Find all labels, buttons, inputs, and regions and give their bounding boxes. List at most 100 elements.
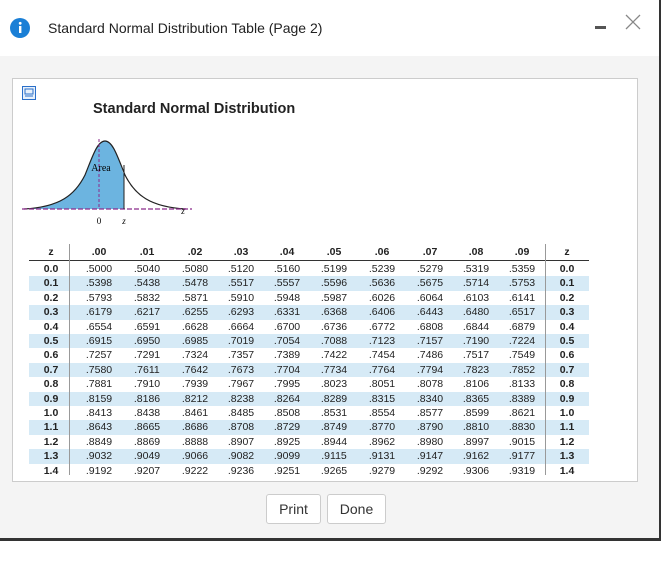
cell-value: .6844: [462, 320, 490, 333]
row-z: 1.0: [43, 407, 59, 419]
cell-value: .7580: [85, 363, 113, 376]
row-z: 0.6: [43, 349, 59, 362]
cell-value: .6217: [133, 306, 161, 319]
cell-value: .7704: [273, 363, 301, 376]
cell-value: .5517: [227, 277, 255, 290]
dialog-title: Standard Normal Distribution Table (Page…: [48, 20, 323, 36]
figure-icon[interactable]: [22, 86, 36, 100]
cell-value: .9251: [273, 464, 301, 475]
cell-value: .6915: [85, 335, 113, 347]
col-rule: [69, 244, 70, 475]
cell-value: .7123: [368, 335, 396, 347]
cell-value: .8554: [368, 407, 396, 419]
cell-value: .8461: [181, 407, 209, 419]
cell-value: .6808: [416, 320, 444, 333]
cell-value: .7357: [227, 349, 255, 362]
row-shade: [29, 305, 589, 320]
cell-value: .6664: [227, 320, 255, 333]
cell-value: .5714: [462, 277, 490, 290]
cell-value: .5239: [368, 263, 396, 275]
cell-value: .5793: [85, 291, 113, 304]
row-z: 1.1: [43, 421, 59, 434]
minimize[interactable]: [595, 26, 606, 29]
cell-value: .7257: [85, 349, 113, 362]
cell-value: .6103: [462, 291, 490, 304]
cell-value: .7486: [416, 349, 444, 362]
info-icon: [10, 18, 30, 38]
column-header: .09: [514, 246, 530, 258]
cell-value: .7967: [227, 378, 255, 391]
row-z: 1.2: [43, 435, 59, 448]
row-z: 1.4: [43, 464, 59, 475]
cell-value: .9049: [133, 450, 161, 463]
row-z: 0.1: [559, 277, 575, 290]
col-rule: [545, 244, 546, 475]
cell-value: .6255: [181, 306, 209, 319]
column-header: .03: [233, 246, 249, 258]
cell-value: .8944: [320, 435, 348, 448]
row-z: 0.9: [559, 392, 575, 405]
cell-value: .7549: [508, 349, 536, 362]
area-label: Area: [91, 163, 111, 174]
cell-value: .9099: [273, 450, 301, 463]
row-z: 0.4: [559, 320, 575, 333]
cell-value: .8315: [368, 392, 396, 405]
cell-value: .7054: [273, 335, 301, 347]
cell-value: .8531: [320, 407, 348, 419]
print-button[interactable]: Print: [266, 494, 321, 524]
cell-value: .8729: [273, 421, 301, 434]
cell-value: .6026: [368, 291, 396, 304]
cell-value: .8925: [273, 435, 301, 448]
cell-value: .6293: [227, 306, 255, 319]
column-header: .02: [187, 246, 203, 258]
close[interactable]: [625, 14, 641, 30]
cell-value: .8365: [462, 392, 490, 405]
cell-value: .7190: [462, 335, 490, 347]
cell-value: .9222: [181, 464, 209, 475]
cell-value: .5319: [462, 263, 490, 275]
z-label: z: [121, 216, 126, 225]
cell-value: .7019: [227, 335, 255, 347]
cell-value: .5557: [273, 277, 301, 290]
row-z: 0.0: [559, 263, 575, 275]
cell-value: .8643: [85, 421, 113, 434]
cell-value: .7939: [181, 378, 209, 391]
cell-value: .7734: [320, 363, 348, 376]
row-z: 0.7: [559, 363, 575, 376]
column-header: .04: [279, 246, 295, 258]
window-controls: [595, 14, 641, 30]
cell-value: .5080: [181, 263, 209, 275]
row-z: 0.8: [43, 378, 59, 391]
column-header: z: [48, 246, 54, 258]
cell-value: .6950: [133, 335, 161, 347]
cell-value: .8051: [368, 378, 396, 391]
cell-value: .8621: [508, 407, 536, 419]
cell-value: .7611: [134, 363, 160, 376]
cell-value: .9192: [85, 464, 113, 475]
cell-value: .9032: [85, 450, 113, 463]
row-z: 1.3: [43, 450, 59, 463]
cell-value: .6554: [85, 320, 113, 333]
origin-label: 0: [97, 216, 102, 225]
cell-value: .8159: [85, 392, 113, 405]
cell-value: .9066: [181, 450, 209, 463]
row-z: 1.3: [559, 450, 575, 463]
column-header: .08: [468, 246, 484, 258]
cell-value: .7910: [133, 378, 161, 391]
cell-value: .7324: [181, 349, 209, 362]
cell-value: .9236: [227, 464, 255, 475]
cell-value: .9207: [133, 464, 161, 475]
cell-value: .6368: [320, 306, 348, 319]
cell-value: .6406: [368, 306, 396, 319]
row-shade: [29, 420, 589, 435]
cell-value: .8485: [227, 407, 255, 419]
cell-value: .8869: [133, 435, 161, 448]
row-z: 0.9: [43, 392, 59, 405]
cell-value: .9177: [508, 450, 536, 463]
row-z: 0.1: [43, 277, 59, 290]
cell-value: .8238: [227, 392, 255, 405]
cell-value: .5910: [227, 291, 255, 304]
cell-value: .5636: [368, 277, 396, 290]
done-button[interactable]: Done: [327, 494, 386, 524]
cell-value: .8770: [368, 421, 396, 434]
